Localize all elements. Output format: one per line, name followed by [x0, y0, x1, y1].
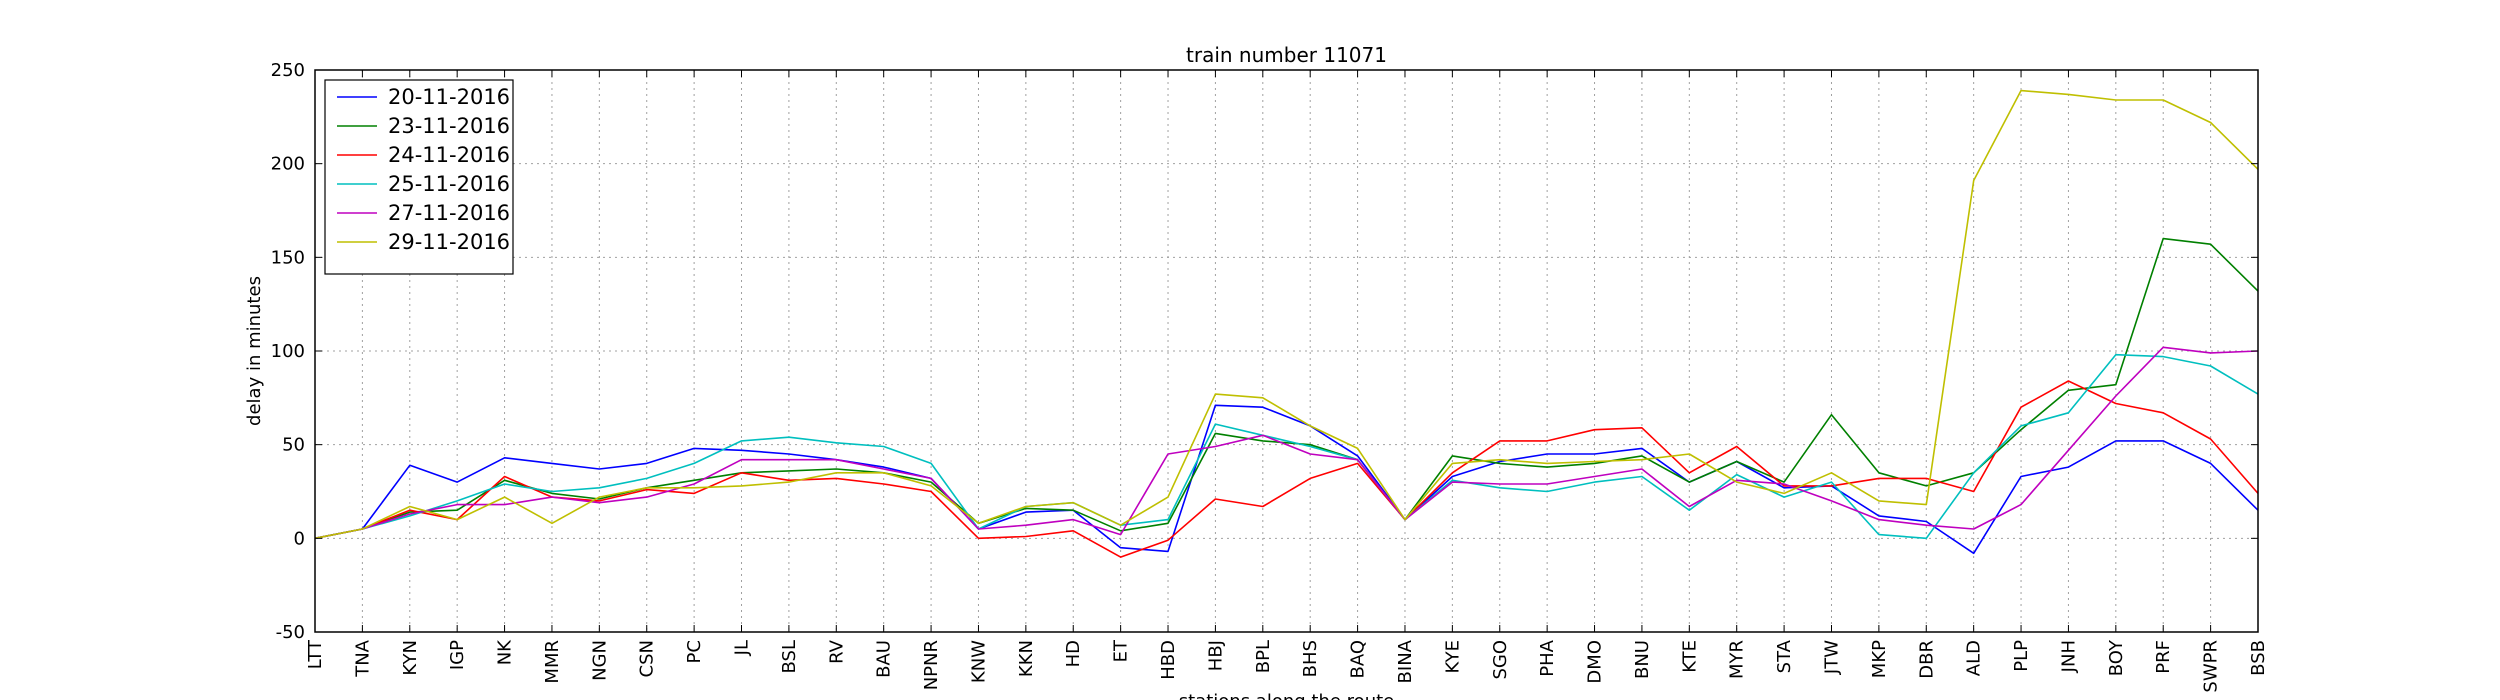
legend-entry: 25-11-2016: [388, 172, 510, 196]
y-tick-label: -50: [276, 622, 305, 643]
x-tick-label: BAQ: [1348, 640, 1369, 679]
series-line: [314, 353, 2259, 540]
x-tick-label: RV: [826, 639, 847, 664]
x-axis-ticks: LTT TNA KYN IGP NK MMR NGN CSN PC JL BSL RV BAU NPNR K…: [305, 70, 2269, 693]
x-tick-label: PRF: [2153, 640, 2174, 674]
x-tick-label: BPL: [1253, 640, 1274, 673]
x-tick-label: PC: [684, 640, 705, 663]
x-tick-label: PHA: [1537, 639, 1558, 676]
x-tick-label: HBJ: [1205, 640, 1226, 671]
x-tick-label: BSL: [779, 640, 800, 674]
x-tick-label: LTT: [305, 639, 326, 669]
y-tick-label: 200: [271, 154, 305, 175]
x-tick-label: HD: [1063, 640, 1084, 667]
series-lines: [314, 89, 2259, 558]
legend-entry: 24-11-2016: [388, 143, 510, 167]
y-tick-label: 0: [294, 528, 305, 549]
series-line: [314, 380, 2259, 558]
x-tick-label: CSN: [637, 640, 658, 677]
legend-entry: 20-11-2016: [388, 85, 510, 109]
x-axis-title: stations along the route: [1179, 691, 1394, 700]
x-tick-label: TNA: [352, 639, 373, 677]
y-axis-title: delay in minutes: [244, 276, 265, 426]
x-tick-label: NK: [495, 639, 516, 665]
x-tick-label: KKN: [1016, 640, 1037, 677]
x-tick-label: ALD: [1964, 640, 1985, 676]
x-tick-label: KYE: [1442, 640, 1463, 674]
x-tick-label: IGP: [447, 640, 468, 670]
series-line: [314, 346, 2259, 540]
x-tick-label: JNH: [2058, 640, 2079, 673]
x-tick-label: BNU: [1632, 640, 1653, 679]
x-tick-label: SWPR: [2201, 640, 2222, 693]
x-tick-label: HBD: [1158, 640, 1179, 680]
x-tick-label: ET: [1111, 639, 1132, 662]
x-tick-label: JTW: [1821, 640, 1842, 675]
x-tick-label: MYR: [1727, 640, 1748, 679]
series-line: [314, 89, 2259, 540]
x-tick-label: BSB: [2248, 640, 2269, 676]
legend-entry: 27-11-2016: [388, 201, 510, 225]
x-tick-label: BAU: [874, 640, 895, 678]
x-tick-label: JL: [732, 640, 753, 656]
x-tick-label: STA: [1774, 639, 1795, 673]
x-tick-label: DMO: [1585, 640, 1606, 684]
x-tick-label: BINA: [1395, 639, 1416, 683]
x-tick-label: DBR: [1916, 640, 1937, 679]
x-tick-label: PLP: [2011, 640, 2032, 672]
x-tick-label: SGO: [1490, 640, 1511, 680]
x-tick-label: MMR: [542, 640, 563, 684]
x-tick-label: NPNR: [921, 640, 942, 690]
legend: 20-11-2016 23-11-2016 24-11-2016 25-11-2016…: [324, 79, 514, 275]
y-tick-label: 150: [271, 247, 305, 268]
x-tick-label: MKP: [1869, 640, 1890, 678]
y-tick-label: 50: [282, 435, 305, 456]
y-tick-label: 100: [271, 341, 305, 362]
legend-entry: 23-11-2016: [388, 114, 510, 138]
x-tick-label: BOY: [2106, 639, 2127, 676]
y-tick-label: 250: [271, 60, 305, 81]
series-line: [314, 404, 2259, 555]
x-tick-label: KNW: [968, 640, 989, 683]
x-tick-label: NGN: [589, 640, 610, 681]
legend-entry: 29-11-2016: [388, 230, 510, 254]
chart-title: train number 11071: [1186, 43, 1387, 67]
x-tick-label: KYN: [400, 640, 421, 676]
x-tick-label: KTE: [1679, 640, 1700, 673]
y-axis-ticks: -50 0 50 100 150 200 250: [271, 60, 2258, 643]
x-tick-label: BHS: [1300, 640, 1321, 677]
